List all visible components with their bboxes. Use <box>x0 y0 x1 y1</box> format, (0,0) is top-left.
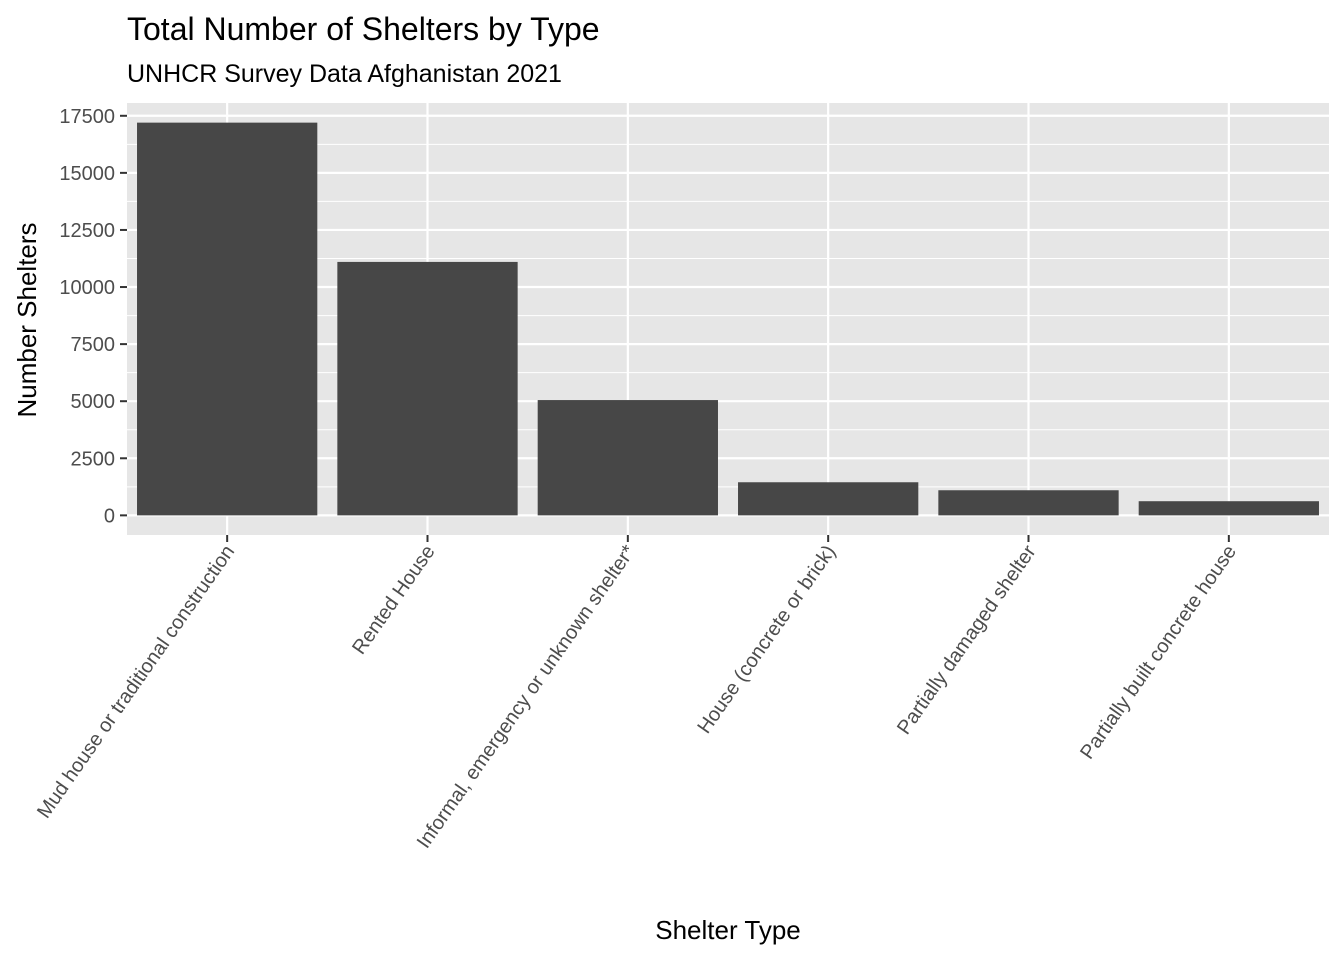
minor-gridlines <box>127 143 1329 488</box>
chart-title: Total Number of Shelters by Type <box>127 11 600 47</box>
y-axis: 0 2500 5000 7500 10000 12500 15000 17500 <box>59 106 127 527</box>
x-tick-label: Mud house or traditional construction <box>33 541 239 822</box>
bar <box>537 400 718 516</box>
y-tick-label: 0 <box>104 505 115 527</box>
bars <box>137 122 1319 516</box>
y-tick-label: 5000 <box>71 391 116 413</box>
y-tick-label: 15000 <box>59 163 115 185</box>
y-axis-title: Number Shelters <box>12 222 42 417</box>
bar <box>938 490 1119 516</box>
y-tick-label: 10000 <box>59 277 115 299</box>
y-tick-label: 7500 <box>71 334 116 356</box>
bar <box>137 122 318 516</box>
y-tick-label: 2500 <box>71 448 116 470</box>
chart-subtitle: UNHCR Survey Data Afghanistan 2021 <box>127 60 562 88</box>
x-tick-label: Informal, emergency or unknown shelter* <box>413 541 640 852</box>
y-tick-label: 17500 <box>59 106 115 128</box>
x-tick-label: Rented House <box>348 541 439 658</box>
bar <box>738 482 919 516</box>
x-tick-label: Partially built concrete house <box>1076 541 1241 763</box>
major-gridlines <box>127 103 1329 535</box>
x-axis: Mud house or traditional construction Ren… <box>33 535 1241 853</box>
bar <box>1138 501 1319 516</box>
bar <box>337 261 518 516</box>
y-tick-label: 12500 <box>59 220 115 242</box>
plot-panel <box>127 103 1329 535</box>
x-tick-label: Partially damaged shelter <box>893 541 1041 739</box>
x-axis-title: Shelter Type <box>655 915 801 945</box>
x-tick-label: House (concrete or brick) <box>693 541 840 738</box>
